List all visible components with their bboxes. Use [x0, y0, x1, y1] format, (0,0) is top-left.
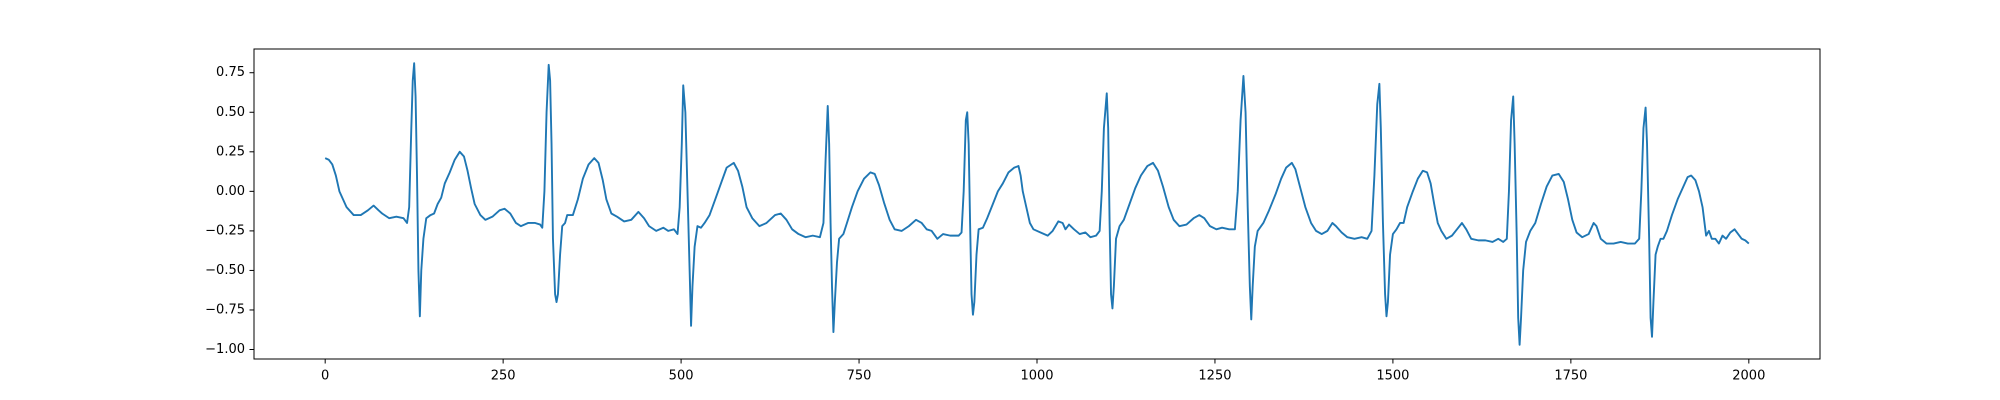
x-tick-label: 250: [491, 369, 516, 384]
x-tick-label: 1250: [1198, 369, 1231, 384]
x-tick-label: 500: [669, 369, 694, 384]
x-tick-label: 750: [847, 369, 872, 384]
x-tick-label: 1750: [1554, 369, 1587, 384]
y-tick-label: −1.00: [205, 342, 245, 357]
y-tick-label: 0.00: [216, 184, 245, 199]
x-tick-label: 0: [321, 369, 329, 384]
data-line: [324, 62, 1750, 346]
x-tick-label: 1000: [1020, 369, 1053, 384]
y-tick-label: 0.75: [216, 65, 245, 80]
x-tick-label: 1500: [1376, 369, 1409, 384]
y-tick-label: −0.50: [205, 263, 245, 278]
y-tick-label: −0.25: [205, 223, 245, 238]
y-tick-label: −0.75: [205, 302, 245, 317]
axes-frame: [253, 48, 1821, 360]
y-tick-label: 0.50: [216, 105, 245, 120]
y-tick-label: 0.25: [216, 144, 245, 159]
x-tick-label: 2000: [1732, 369, 1765, 384]
